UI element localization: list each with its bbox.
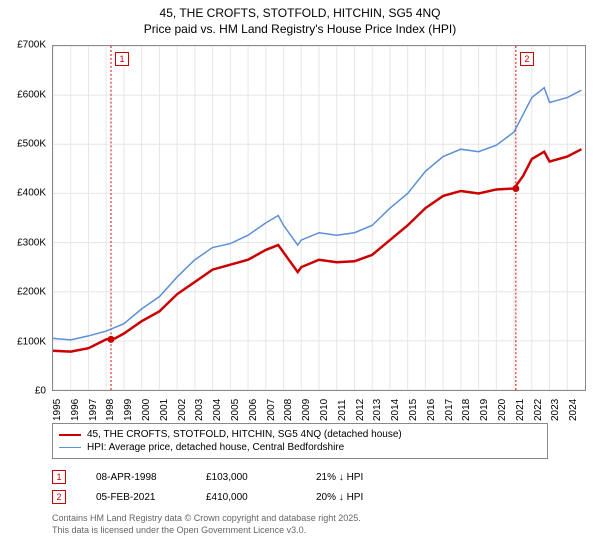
x-tick-label: 2013	[372, 399, 383, 421]
x-tick-label: 2018	[461, 399, 472, 421]
data-table: 1 08-APR-1998 £103,000 21% ↓ HPI 2 05-FEB-202…	[52, 467, 548, 507]
chart-area: £0£100K£200K£300K£400K£500K£600K£700K 12…	[8, 41, 592, 419]
sale-marker-2: 2	[520, 52, 534, 66]
x-tick-label: 2020	[497, 399, 508, 421]
x-tick-label: 2001	[159, 399, 170, 421]
below-chart: 45, THE CROFTS, STOTFOLD, HITCHIN, SG5 4…	[0, 419, 600, 542]
x-tick-label: 2017	[444, 399, 455, 421]
row-marker: 2	[52, 490, 66, 504]
x-tick-label: 2016	[426, 399, 437, 421]
x-tick-label: 1995	[52, 399, 63, 421]
x-tick-label: 2012	[355, 399, 366, 421]
y-tick-label: £200K	[17, 287, 46, 298]
data-row: 1 08-APR-1998 £103,000 21% ↓ HPI	[52, 467, 548, 487]
chart-title: 45, THE CROFTS, STOTFOLD, HITCHIN, SG5 4…	[0, 0, 600, 41]
x-tick-label: 2008	[283, 399, 294, 421]
y-tick-label: £100K	[17, 336, 46, 347]
row-date: 05-FEB-2021	[96, 492, 176, 503]
legend-label: HPI: Average price, detached house, Cent…	[87, 442, 344, 453]
legend-row: 45, THE CROFTS, STOTFOLD, HITCHIN, SG5 4…	[59, 428, 541, 441]
row-delta: 20% ↓ HPI	[316, 492, 396, 503]
plot-area: 12	[52, 45, 586, 391]
x-tick-label: 2006	[248, 399, 259, 421]
chart-container: 45, THE CROFTS, STOTFOLD, HITCHIN, SG5 4…	[0, 0, 600, 560]
data-row: 2 05-FEB-2021 £410,000 20% ↓ HPI	[52, 487, 548, 507]
y-axis-labels: £0£100K£200K£300K£400K£500K£600K£700K	[8, 45, 50, 391]
x-tick-label: 1996	[70, 399, 81, 421]
y-tick-label: £700K	[17, 40, 46, 51]
x-tick-label: 2010	[319, 399, 330, 421]
x-axis-labels: 1995 1996 1997 1998 1999 2000 2001 2002 2003 2004…	[52, 393, 586, 419]
x-tick-label: 2024	[568, 399, 579, 421]
legend-row: HPI: Average price, detached house, Cent…	[59, 441, 541, 454]
row-marker: 1	[52, 470, 66, 484]
row-delta: 21% ↓ HPI	[316, 472, 396, 483]
x-tick-label: 2007	[266, 399, 277, 421]
row-price: £103,000	[206, 472, 286, 483]
footer-line-2: This data is licensed under the Open Gov…	[52, 525, 548, 537]
sale-marker-1: 1	[115, 52, 129, 66]
x-tick-label: 2003	[194, 399, 205, 421]
x-tick-label: 2005	[230, 399, 241, 421]
title-line-2: Price paid vs. HM Land Registry's House …	[0, 22, 600, 38]
legend-swatch	[59, 434, 81, 436]
x-tick-label: 1999	[123, 399, 134, 421]
row-date: 08-APR-1998	[96, 472, 176, 483]
footer: Contains HM Land Registry data © Crown c…	[52, 513, 548, 536]
x-tick-label: 2023	[550, 399, 561, 421]
x-tick-label: 2014	[390, 399, 401, 421]
x-tick-label: 2022	[533, 399, 544, 421]
x-tick-label: 1997	[88, 399, 99, 421]
title-line-1: 45, THE CROFTS, STOTFOLD, HITCHIN, SG5 4…	[0, 6, 600, 22]
x-tick-label: 2009	[301, 399, 312, 421]
y-tick-label: £0	[35, 386, 46, 397]
x-tick-label: 1998	[105, 399, 116, 421]
x-tick-label: 2021	[515, 399, 526, 421]
x-tick-label: 2002	[177, 399, 188, 421]
y-tick-label: £300K	[17, 237, 46, 248]
y-tick-label: £400K	[17, 188, 46, 199]
legend-swatch	[59, 447, 81, 448]
y-tick-label: £500K	[17, 139, 46, 150]
row-price: £410,000	[206, 492, 286, 503]
y-tick-label: £600K	[17, 89, 46, 100]
x-tick-label: 2000	[141, 399, 152, 421]
x-tick-label: 2004	[212, 399, 223, 421]
x-tick-label: 2015	[408, 399, 419, 421]
legend: 45, THE CROFTS, STOTFOLD, HITCHIN, SG5 4…	[52, 423, 548, 459]
x-tick-label: 2019	[479, 399, 490, 421]
plot-svg	[53, 46, 585, 390]
legend-label: 45, THE CROFTS, STOTFOLD, HITCHIN, SG5 4…	[87, 429, 402, 440]
footer-line-1: Contains HM Land Registry data © Crown c…	[52, 513, 548, 525]
x-tick-label: 2011	[337, 400, 348, 422]
